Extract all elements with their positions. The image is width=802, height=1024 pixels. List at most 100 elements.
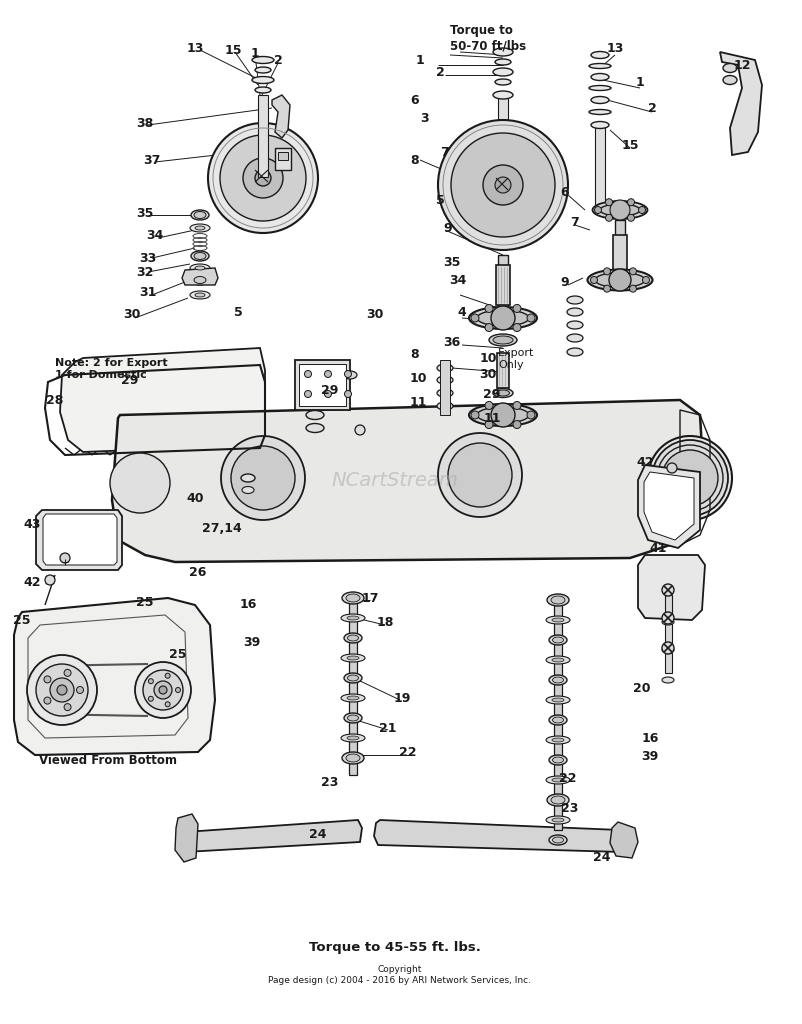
Text: 29: 29	[483, 388, 500, 401]
Ellipse shape	[566, 308, 582, 316]
Circle shape	[526, 314, 534, 322]
Bar	[496, 265, 509, 305]
Circle shape	[603, 268, 610, 274]
Circle shape	[135, 662, 191, 718]
Ellipse shape	[549, 675, 566, 685]
Ellipse shape	[252, 56, 273, 63]
Circle shape	[60, 553, 70, 563]
Ellipse shape	[551, 778, 563, 782]
Text: 5: 5	[435, 194, 444, 207]
Ellipse shape	[551, 618, 563, 622]
Ellipse shape	[550, 596, 565, 604]
Ellipse shape	[342, 752, 363, 764]
Circle shape	[661, 450, 717, 506]
Text: 10: 10	[479, 351, 496, 365]
Ellipse shape	[241, 474, 255, 482]
Polygon shape	[14, 598, 215, 755]
Circle shape	[255, 170, 270, 186]
Ellipse shape	[255, 67, 270, 73]
Text: Torque to 45-55 ft. lbs.: Torque to 45-55 ft. lbs.	[309, 941, 480, 954]
Text: 31: 31	[139, 287, 156, 299]
Circle shape	[208, 123, 318, 233]
Ellipse shape	[552, 757, 563, 763]
Text: 37: 37	[143, 154, 160, 167]
Circle shape	[148, 696, 153, 701]
Circle shape	[484, 324, 492, 332]
Polygon shape	[719, 52, 761, 155]
Ellipse shape	[546, 794, 569, 806]
Text: 33: 33	[140, 252, 156, 264]
Ellipse shape	[549, 755, 566, 765]
Text: 17: 17	[361, 592, 379, 604]
Ellipse shape	[347, 635, 358, 641]
Bar	[257, 95, 268, 177]
Text: 9: 9	[444, 221, 452, 234]
Circle shape	[610, 200, 630, 220]
Circle shape	[344, 390, 351, 397]
Polygon shape	[374, 820, 626, 852]
Circle shape	[324, 371, 331, 378]
Ellipse shape	[492, 48, 512, 56]
Polygon shape	[36, 510, 122, 570]
Text: NCartStream: NCartStream	[331, 470, 458, 489]
Ellipse shape	[191, 251, 209, 261]
Ellipse shape	[545, 736, 569, 744]
Ellipse shape	[494, 59, 510, 65]
Circle shape	[512, 304, 520, 312]
Polygon shape	[610, 822, 638, 858]
Ellipse shape	[588, 85, 610, 90]
Text: 30: 30	[366, 308, 383, 322]
Ellipse shape	[566, 334, 582, 342]
Bar	[614, 220, 624, 275]
Ellipse shape	[594, 272, 644, 288]
Circle shape	[605, 214, 612, 221]
Ellipse shape	[306, 424, 323, 432]
Ellipse shape	[549, 835, 566, 845]
Text: 11: 11	[483, 412, 500, 425]
Text: 9: 9	[560, 275, 569, 289]
Polygon shape	[111, 400, 704, 562]
Ellipse shape	[566, 321, 582, 329]
Ellipse shape	[195, 266, 205, 270]
Text: 21: 21	[379, 722, 396, 734]
Polygon shape	[178, 820, 362, 852]
Text: 22: 22	[399, 745, 416, 759]
Ellipse shape	[590, 96, 608, 103]
Circle shape	[148, 679, 153, 684]
Polygon shape	[182, 268, 217, 285]
Text: 24: 24	[309, 828, 326, 842]
Circle shape	[57, 685, 67, 695]
Text: 34: 34	[449, 273, 466, 287]
Text: 12: 12	[732, 58, 750, 72]
Ellipse shape	[342, 592, 363, 604]
Polygon shape	[60, 348, 265, 452]
Ellipse shape	[45, 575, 55, 585]
Ellipse shape	[341, 734, 365, 742]
Bar	[664, 623, 671, 643]
Ellipse shape	[545, 816, 569, 824]
Text: Viewed From Bottom: Viewed From Bottom	[39, 754, 176, 767]
Ellipse shape	[343, 673, 362, 683]
Ellipse shape	[551, 738, 563, 742]
Ellipse shape	[191, 210, 209, 220]
Ellipse shape	[476, 407, 529, 423]
Text: 1: 1	[415, 53, 423, 67]
Ellipse shape	[545, 696, 569, 705]
Ellipse shape	[566, 296, 582, 304]
Circle shape	[512, 324, 520, 332]
Ellipse shape	[343, 713, 362, 723]
Circle shape	[448, 443, 512, 507]
Circle shape	[304, 371, 311, 378]
Ellipse shape	[545, 776, 569, 784]
Ellipse shape	[241, 486, 253, 494]
Text: 3: 3	[420, 112, 429, 125]
Text: 8: 8	[410, 154, 419, 167]
Polygon shape	[638, 555, 704, 620]
Text: Torque to
50-70 ft/lbs: Torque to 50-70 ft/lbs	[449, 24, 525, 52]
Bar	[349, 595, 357, 775]
Text: 13: 13	[606, 42, 623, 54]
Ellipse shape	[346, 736, 358, 740]
Bar	[553, 595, 561, 830]
Bar	[594, 125, 604, 210]
Ellipse shape	[592, 201, 646, 219]
